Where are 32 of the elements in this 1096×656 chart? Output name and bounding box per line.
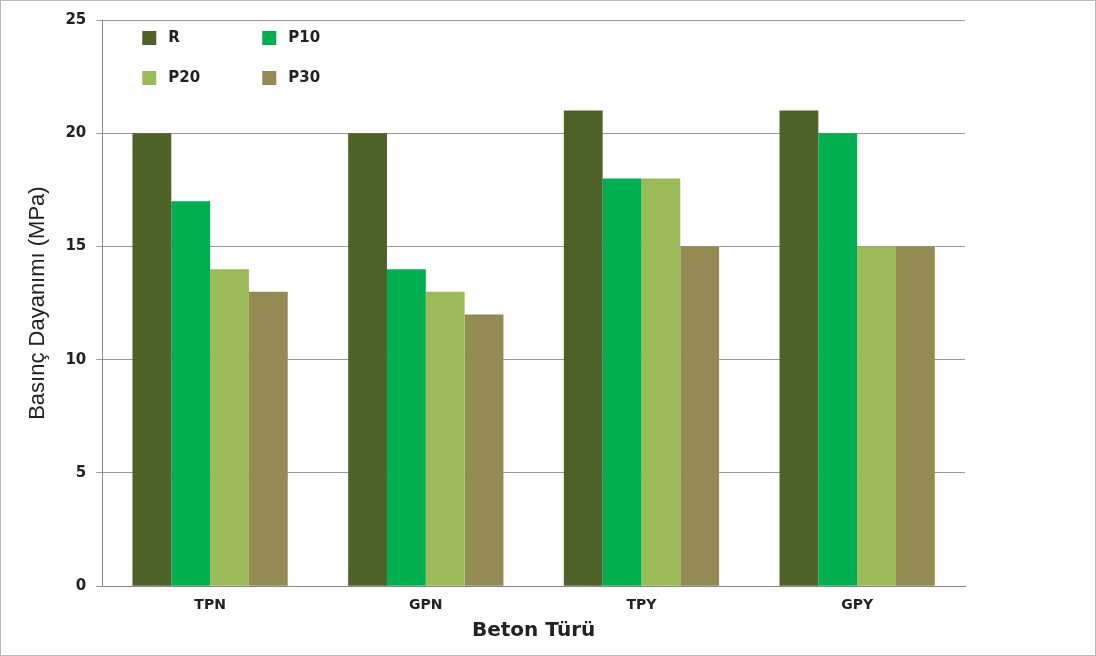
bar: [348, 133, 387, 586]
legend-label: P20: [168, 67, 201, 86]
bar: [210, 269, 249, 586]
bar: [132, 133, 172, 586]
bar: [464, 314, 504, 586]
x-tick-label: TPN: [194, 596, 226, 613]
bar: [680, 246, 720, 586]
bar: [171, 201, 211, 586]
y-axis-title: Basınç Dayanımı (MPa): [24, 186, 50, 420]
bar: [425, 291, 465, 586]
y-tick-label: 0: [75, 576, 87, 595]
y-tick-label: 20: [65, 123, 87, 142]
y-tick-label: 15: [65, 236, 87, 255]
y-tick-label: 5: [75, 462, 87, 481]
bar: [386, 269, 426, 586]
bar: [895, 246, 935, 586]
x-tick-label: GPY: [841, 596, 874, 613]
legend-label: R: [168, 27, 181, 46]
bar: [641, 178, 681, 586]
bar: [563, 110, 603, 586]
bar: [857, 246, 896, 586]
x-axis-title: Beton Türü: [471, 617, 596, 642]
bar: [248, 291, 288, 586]
x-tick-label: TPY: [626, 596, 658, 613]
legend-label: P30: [288, 67, 321, 86]
bar: [818, 133, 858, 586]
y-tick-label: 10: [65, 349, 87, 368]
x-tick-label: GPN: [409, 596, 443, 613]
y-tick-label: 25: [65, 9, 87, 28]
bar: [602, 178, 642, 586]
bar: [779, 110, 819, 586]
legend-label: P10: [288, 27, 321, 46]
